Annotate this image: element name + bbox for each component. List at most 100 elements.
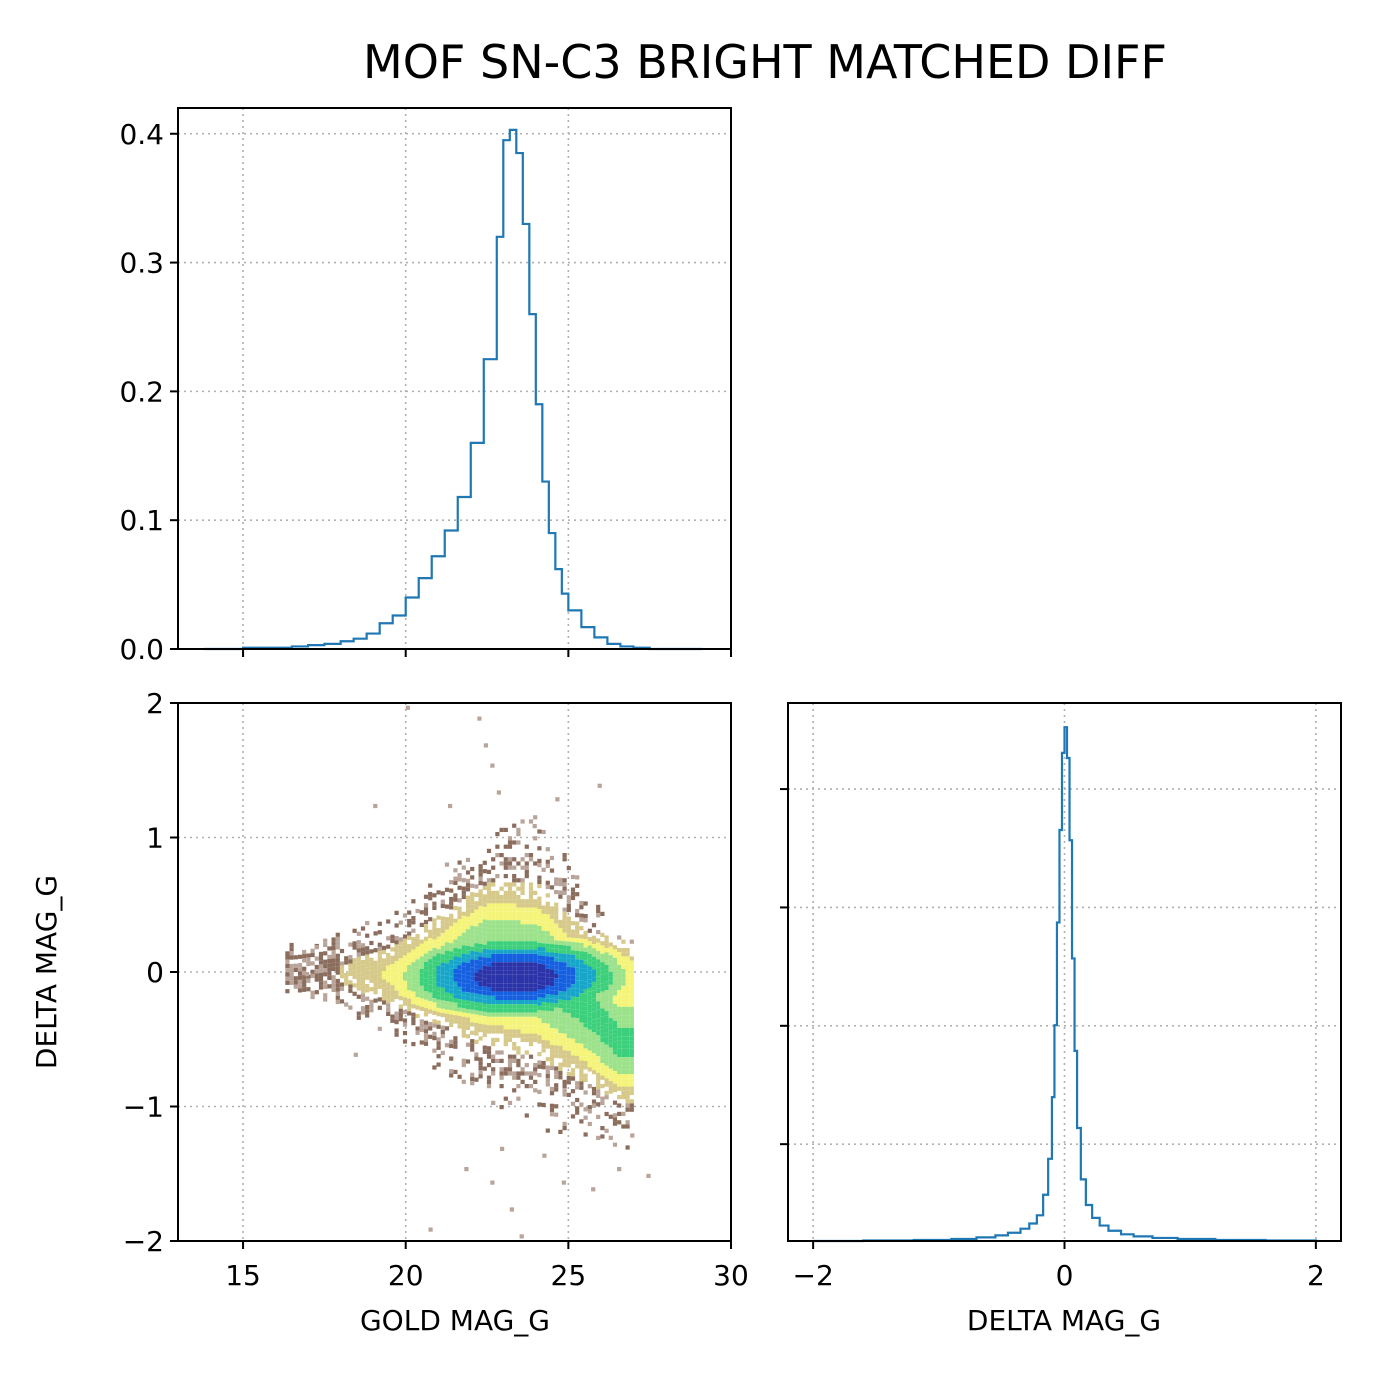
heatmap-cell bbox=[423, 1033, 429, 1038]
heatmap-cell bbox=[499, 1075, 504, 1080]
heatmap-cell bbox=[558, 1075, 563, 1080]
heatmap-cell bbox=[579, 1010, 584, 1015]
heatmap-cell bbox=[402, 959, 408, 964]
heatmap-cell bbox=[549, 935, 555, 940]
heatmap-cell bbox=[323, 968, 328, 973]
heatmap-cell bbox=[440, 1034, 445, 1039]
heatmap-cell bbox=[461, 1025, 466, 1030]
heatmap-cell bbox=[579, 984, 584, 990]
heatmap-cell bbox=[520, 865, 525, 870]
heatmap-cell bbox=[352, 966, 357, 971]
heatmap-cell bbox=[566, 937, 571, 942]
heatmap-cell bbox=[470, 917, 475, 922]
heatmap-cell bbox=[591, 994, 597, 999]
heatmap-cell bbox=[621, 1124, 626, 1129]
heatmap-cell bbox=[407, 969, 412, 974]
heatmap-cell bbox=[310, 973, 315, 979]
heatmap-cell bbox=[608, 1030, 613, 1035]
heatmap-cell bbox=[478, 927, 483, 932]
heatmap-cell bbox=[491, 941, 496, 946]
heatmap-cell bbox=[491, 857, 496, 862]
heatmap-cell bbox=[507, 865, 513, 870]
heatmap-cell bbox=[356, 986, 361, 991]
heatmap-cell bbox=[600, 953, 605, 958]
heatmap-cell bbox=[486, 945, 492, 950]
heatmap-cell bbox=[596, 1014, 601, 1019]
heatmap-cell bbox=[549, 952, 555, 957]
heatmap-cell bbox=[528, 1084, 534, 1089]
heatmap-cell bbox=[432, 918, 437, 923]
heatmap-cell bbox=[444, 929, 450, 934]
heatmap-cell bbox=[491, 1071, 496, 1076]
heatmap-cell bbox=[297, 984, 303, 989]
top-histogram-panel: 0.00.10.20.30.4 bbox=[119, 107, 732, 666]
heatmap-cell bbox=[461, 1012, 466, 1017]
heatmap-cell bbox=[587, 995, 592, 1001]
heatmap-cell bbox=[604, 1019, 609, 1024]
heatmap-cell bbox=[465, 967, 471, 972]
heatmap-cell bbox=[386, 965, 391, 970]
heatmap-cell bbox=[575, 967, 580, 972]
heatmap-cell bbox=[528, 991, 534, 996]
heatmap-cell bbox=[629, 998, 634, 1003]
heatmap-cell bbox=[520, 949, 525, 954]
heatmap-cell bbox=[600, 974, 605, 979]
heatmap-cell bbox=[436, 970, 441, 975]
heatmap-cell bbox=[352, 928, 357, 933]
heatmap-cell bbox=[570, 1076, 576, 1081]
heatmap-cell bbox=[528, 819, 534, 824]
heatmap-cell bbox=[562, 1050, 567, 1055]
heatmap-cell bbox=[444, 967, 450, 972]
heatmap-cell bbox=[428, 946, 433, 951]
heatmap-cell bbox=[289, 963, 294, 969]
heatmap-outlier bbox=[314, 945, 319, 950]
heatmap-cell bbox=[449, 972, 454, 977]
heatmap-cell bbox=[575, 992, 580, 998]
heatmap-cell bbox=[373, 977, 378, 982]
heatmap-cell bbox=[625, 1099, 630, 1104]
heatmap-cell bbox=[617, 990, 622, 995]
heatmap-cell bbox=[617, 1015, 622, 1020]
heatmap-cell bbox=[520, 1029, 525, 1034]
heatmap-cell bbox=[449, 959, 454, 965]
heatmap-cell bbox=[491, 995, 496, 1000]
heatmap-cell bbox=[486, 911, 492, 916]
heatmap-cell bbox=[394, 969, 399, 974]
heatmap-cell bbox=[570, 988, 576, 993]
heatmap-cell bbox=[474, 1023, 479, 1028]
heatmap-cell bbox=[570, 1030, 576, 1035]
heatmap-cell bbox=[528, 949, 534, 954]
heatmap-cell bbox=[591, 986, 597, 991]
heatmap-cell bbox=[558, 949, 563, 954]
heatmap-cell bbox=[562, 974, 567, 979]
heatmap-cell bbox=[470, 913, 475, 918]
heatmap-cell bbox=[528, 1021, 534, 1026]
heatmap-cell bbox=[604, 935, 609, 940]
heatmap-cell bbox=[302, 966, 307, 971]
heatmap-cell bbox=[482, 919, 487, 924]
heatmap-cell bbox=[436, 991, 441, 996]
heatmap-cell bbox=[381, 992, 387, 997]
heatmap-cell bbox=[423, 940, 429, 946]
heatmap-cell bbox=[621, 981, 626, 986]
heatmap-cell bbox=[503, 844, 508, 849]
heatmap-cell bbox=[394, 1028, 399, 1033]
heatmap-cell bbox=[562, 907, 567, 912]
heatmap-cell bbox=[457, 969, 462, 974]
heatmap-cell bbox=[558, 919, 563, 924]
heatmap-cell bbox=[444, 904, 450, 909]
heatmap-cell bbox=[503, 1042, 508, 1047]
right-histogram-series bbox=[813, 726, 1319, 1243]
heatmap-cell bbox=[457, 910, 462, 916]
heatmap-cell bbox=[537, 1022, 542, 1027]
heatmap-cell bbox=[482, 911, 487, 916]
heatmap-cell bbox=[545, 952, 550, 957]
heatmap-cell bbox=[570, 1005, 576, 1010]
heatmap-cell bbox=[570, 1042, 576, 1048]
heatmap-cell bbox=[512, 874, 517, 879]
heatmap-cell bbox=[507, 861, 513, 866]
heatmap-cell bbox=[596, 988, 601, 993]
heatmap-cell bbox=[386, 919, 391, 924]
heatmap-cell bbox=[537, 1014, 542, 1019]
heatmap-cell bbox=[537, 997, 542, 1002]
